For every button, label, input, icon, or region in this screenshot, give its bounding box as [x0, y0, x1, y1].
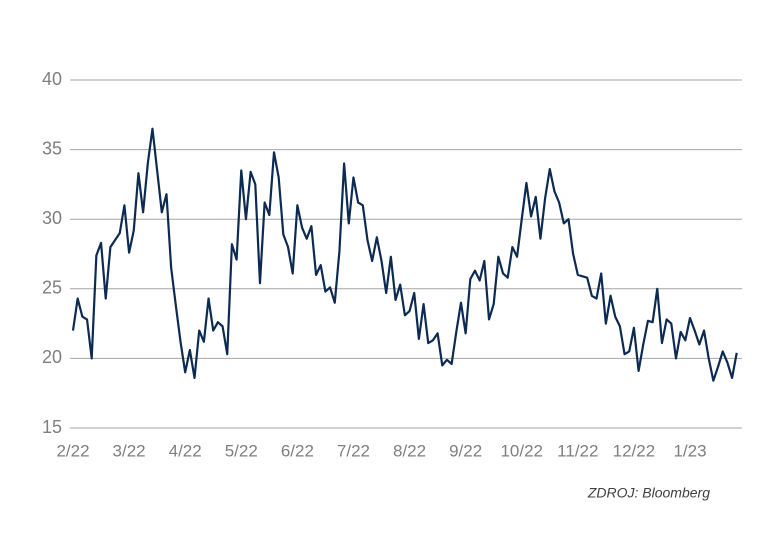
y-tick-label: 15: [42, 417, 62, 437]
x-tick-label: 2/22: [56, 441, 89, 460]
x-tick-label: 9/22: [449, 441, 482, 460]
x-tick-label: 12/22: [613, 441, 656, 460]
x-tick-label: 5/22: [225, 441, 258, 460]
x-tick-label: 6/22: [281, 441, 314, 460]
x-tick-label: 1/23: [673, 441, 706, 460]
x-tick-label: 4/22: [169, 441, 202, 460]
x-tick-label: 3/22: [113, 441, 146, 460]
data-line: [71, 127, 738, 382]
y-tick-label: 35: [42, 138, 62, 158]
y-tick-label: 30: [42, 208, 62, 228]
x-tick-label: 8/22: [393, 441, 426, 460]
x-tick-label: 11/22: [557, 441, 598, 460]
x-tick-label: 10/22: [500, 441, 543, 460]
y-tick-label: 40: [42, 69, 62, 89]
source: ZDROJ: Bloomberg: [587, 485, 710, 501]
y-tick-label: 25: [42, 278, 62, 298]
x-tick-label: 7/22: [337, 441, 370, 460]
y-tick-label: 20: [42, 347, 62, 367]
